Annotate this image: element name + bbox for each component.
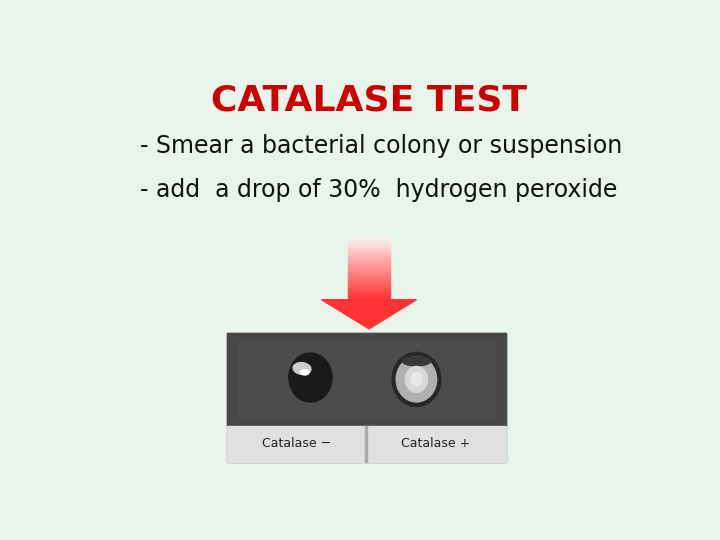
Bar [348, 263, 390, 264]
Bar [348, 261, 390, 262]
Bar [348, 279, 390, 280]
Bar [348, 299, 390, 300]
Bar [348, 288, 390, 289]
Bar [348, 243, 390, 244]
Bar [227, 333, 505, 462]
Bar [348, 268, 390, 269]
Bar [348, 258, 390, 259]
Bar [348, 255, 390, 256]
Bar [348, 252, 390, 253]
Text: Catalase −: Catalase − [262, 437, 331, 450]
Bar [348, 287, 390, 288]
Text: Catalase +: Catalase + [401, 437, 471, 450]
Bar [348, 247, 390, 248]
Bar [348, 277, 390, 278]
Ellipse shape [411, 373, 422, 386]
Bar [348, 245, 390, 246]
Bar [238, 340, 495, 418]
Bar [348, 265, 390, 266]
Bar [348, 241, 390, 242]
Ellipse shape [396, 357, 436, 402]
Bar [348, 291, 390, 292]
Ellipse shape [301, 370, 309, 375]
Bar [348, 294, 390, 295]
Bar [348, 239, 390, 240]
Bar [348, 272, 390, 273]
Bar [348, 292, 390, 293]
Bar [348, 249, 390, 250]
Bar [348, 264, 390, 265]
Ellipse shape [405, 367, 428, 392]
Bar [348, 237, 390, 238]
Bar [348, 278, 390, 279]
Bar [348, 274, 390, 275]
Bar [348, 280, 390, 281]
Bar [348, 244, 390, 245]
Bar [348, 233, 390, 234]
Bar [227, 333, 505, 426]
Bar [348, 295, 390, 296]
Text: - Smear a bacterial colony or suspension: - Smear a bacterial colony or suspension [140, 134, 623, 158]
Bar [348, 242, 390, 243]
Bar [348, 297, 390, 298]
Bar [348, 260, 390, 261]
Bar [227, 426, 505, 462]
Bar [348, 282, 390, 283]
Bar [348, 290, 390, 291]
Bar [348, 273, 390, 274]
Bar [365, 426, 367, 462]
Bar [348, 284, 390, 285]
Bar [348, 296, 390, 297]
Bar [348, 262, 390, 263]
Bar [348, 267, 390, 268]
Bar [348, 254, 390, 255]
Polygon shape [322, 300, 416, 329]
Bar [348, 293, 390, 294]
Bar [348, 238, 390, 239]
Bar [348, 281, 390, 282]
Bar [348, 285, 390, 286]
Bar [348, 253, 390, 254]
Bar [348, 256, 390, 257]
Ellipse shape [402, 357, 431, 366]
Bar [348, 275, 390, 276]
Bar [348, 271, 390, 272]
Bar [348, 283, 390, 284]
Bar [348, 251, 390, 252]
Ellipse shape [392, 352, 441, 407]
Bar [348, 259, 390, 260]
Bar [348, 289, 390, 290]
Bar [348, 286, 390, 287]
Bar [348, 250, 390, 251]
Bar [348, 234, 390, 235]
Bar [348, 257, 390, 258]
Text: - add  a drop of 30%  hydrogen peroxide: - add a drop of 30% hydrogen peroxide [140, 178, 618, 201]
Text: CATALASE TEST: CATALASE TEST [211, 83, 527, 117]
Bar [348, 235, 390, 236]
Bar [348, 236, 390, 237]
Bar [348, 248, 390, 249]
Bar [348, 270, 390, 271]
Bar [348, 246, 390, 247]
Bar [348, 266, 390, 267]
Ellipse shape [293, 362, 311, 374]
Bar [348, 240, 390, 241]
Ellipse shape [289, 353, 332, 402]
Bar [348, 298, 390, 299]
Bar [348, 276, 390, 277]
Bar [348, 269, 390, 270]
